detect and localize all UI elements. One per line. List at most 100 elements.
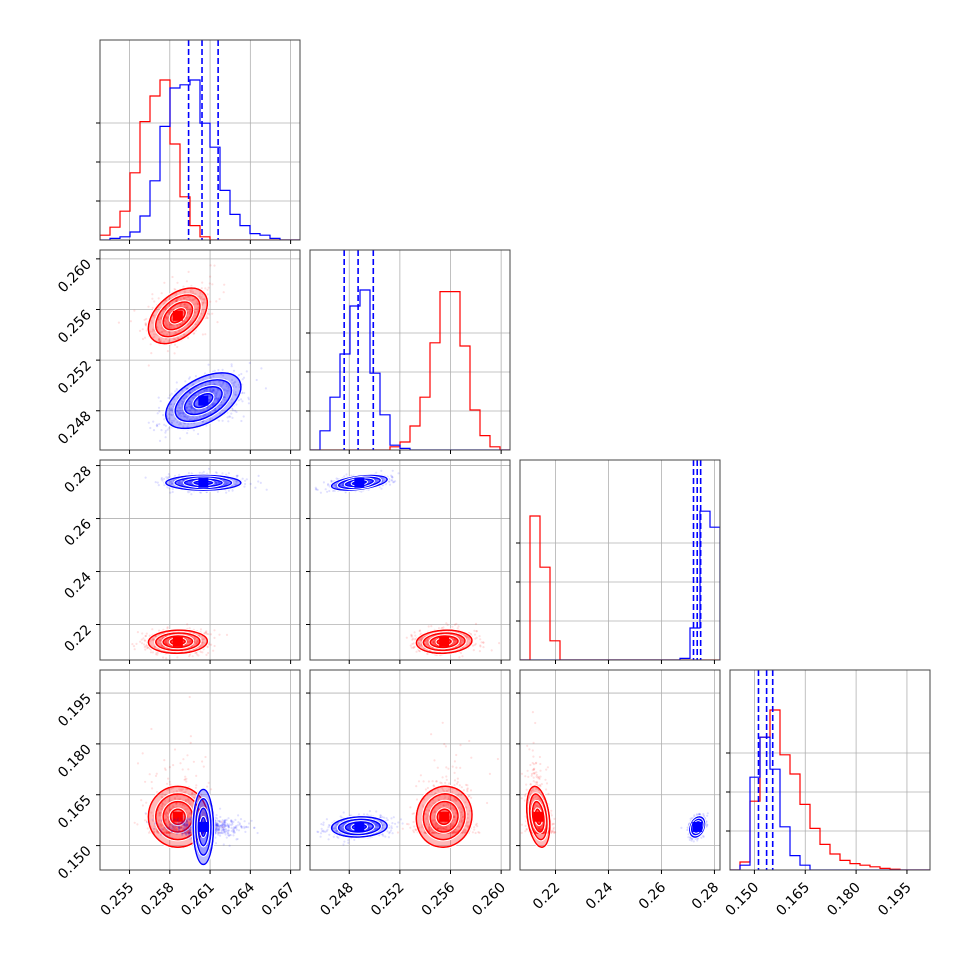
point: [186, 323, 189, 326]
point: [168, 487, 171, 490]
point: [227, 384, 230, 387]
point: [227, 420, 230, 423]
point: [242, 376, 246, 379]
point: [195, 417, 198, 420]
point: [153, 300, 156, 303]
point: [157, 297, 160, 300]
point: [166, 626, 169, 629]
point: [198, 391, 201, 394]
point: [227, 387, 230, 390]
point: [177, 482, 180, 485]
point: [164, 323, 167, 326]
point: [324, 488, 327, 491]
point: [149, 651, 153, 654]
point: [347, 483, 350, 486]
point: [459, 639, 462, 642]
point: [234, 479, 237, 482]
point: [188, 295, 191, 298]
point: [225, 385, 228, 388]
point: [178, 481, 181, 484]
point: [207, 363, 210, 366]
point: [153, 333, 156, 336]
point: [172, 478, 175, 481]
point: [172, 326, 176, 329]
point: [433, 641, 436, 644]
point: [200, 295, 203, 299]
point: [230, 398, 233, 401]
point: [212, 389, 215, 393]
grid: [310, 250, 510, 450]
point: [175, 790, 178, 793]
point: [368, 480, 371, 483]
y-tick-label: 0.252: [55, 358, 95, 398]
point: [140, 799, 143, 802]
point: [202, 638, 205, 641]
point: [177, 403, 180, 406]
point: [204, 388, 207, 391]
point: [200, 391, 203, 394]
point: [231, 489, 234, 492]
point: [240, 398, 243, 401]
point: [149, 343, 152, 346]
point: [410, 634, 413, 637]
point: [166, 316, 169, 319]
point: [233, 381, 236, 384]
point: [177, 411, 180, 415]
point: [143, 643, 146, 646]
point: [167, 473, 170, 476]
point: [437, 627, 441, 630]
point: [341, 482, 344, 485]
point: [165, 299, 168, 302]
point: [179, 827, 182, 830]
point: [213, 636, 216, 640]
point: [419, 639, 422, 642]
point: [224, 482, 227, 485]
point: [206, 288, 209, 291]
point: [176, 828, 180, 832]
point: [200, 312, 203, 315]
point: [188, 405, 191, 408]
point: [180, 483, 183, 486]
point: [381, 479, 384, 482]
point: [165, 657, 168, 660]
point: [143, 819, 147, 822]
point: [418, 649, 421, 653]
point: [197, 320, 200, 323]
point: [413, 638, 416, 641]
point: [210, 389, 213, 392]
point: [142, 637, 145, 640]
point: [155, 333, 158, 336]
point: [177, 337, 180, 340]
point: [188, 309, 192, 312]
point: [153, 645, 156, 648]
point: [190, 418, 193, 421]
point: [165, 315, 168, 318]
point: [215, 392, 218, 395]
point: [151, 321, 154, 324]
point: [218, 481, 221, 484]
point: [214, 481, 217, 484]
point: [230, 363, 233, 366]
point: [159, 814, 162, 817]
point: [202, 415, 205, 418]
point: [169, 311, 172, 314]
point: [344, 491, 347, 494]
point: [203, 414, 206, 417]
point: [227, 389, 230, 392]
histogram-panel: [516, 459, 721, 664]
point: [146, 647, 149, 650]
point: [212, 389, 215, 392]
point: [201, 760, 204, 763]
point: [170, 421, 173, 424]
point: [405, 636, 408, 639]
point: [184, 775, 187, 778]
point: [215, 482, 218, 485]
point: [168, 426, 171, 429]
point: [188, 640, 191, 644]
point: [243, 485, 246, 488]
point: [190, 290, 193, 293]
point: [162, 329, 165, 333]
point: [156, 423, 159, 426]
point: [234, 380, 237, 383]
point: [149, 330, 152, 333]
